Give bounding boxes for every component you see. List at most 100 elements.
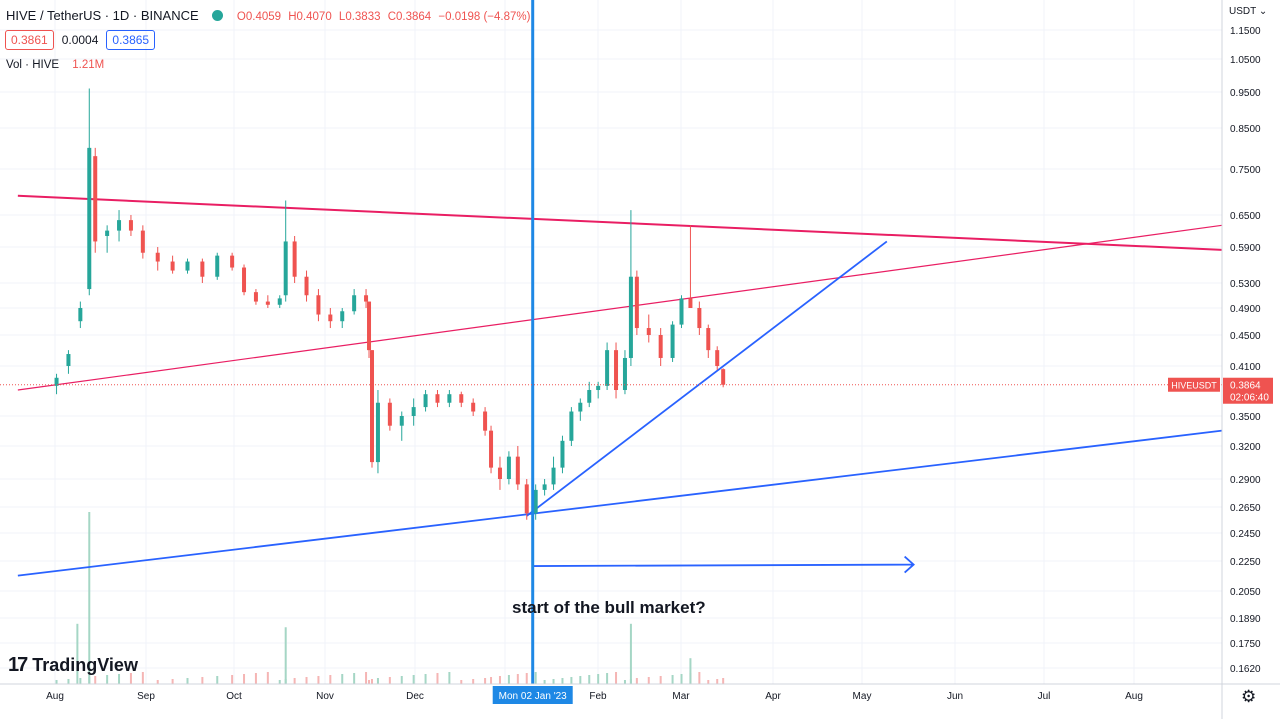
change-value: −0.0198 (−4.87%): [438, 11, 531, 23]
price-tick-label: 0.2250: [1230, 557, 1261, 568]
price-tick-label: 1.1500: [1230, 26, 1261, 37]
volume-bar: [129, 673, 132, 684]
candle-body: [497, 467, 502, 479]
candle-body: [185, 261, 190, 271]
volume-bar: [118, 674, 121, 684]
candle-body: [87, 147, 92, 290]
buy-price-button[interactable]: 0.3865: [106, 30, 156, 50]
time-tick-label: Mar: [672, 691, 690, 702]
candle-body: [560, 440, 565, 468]
trend-line-blue: [17, 429, 1223, 577]
time-tick-label: Jun: [947, 691, 963, 702]
currency-selector[interactable]: USDT ⌄: [1229, 6, 1267, 17]
volume-bar: [284, 627, 287, 684]
time-tick-label: Apr: [765, 691, 781, 702]
volume-value: 1.21M: [72, 59, 105, 71]
candle-body: [688, 298, 693, 308]
candle-body: [614, 350, 619, 391]
volume-bar: [588, 675, 591, 684]
volume-bar: [368, 680, 371, 684]
price-tick-label: 0.2050: [1230, 587, 1261, 598]
candle-body: [483, 411, 488, 431]
price-tick-label: 1.0500: [1230, 55, 1261, 66]
volume-bar: [55, 680, 58, 684]
volume-bar: [254, 673, 257, 684]
candle-body: [230, 255, 235, 268]
time-tick-label: Sep: [137, 691, 155, 702]
candle-body: [399, 416, 404, 426]
sell-price-button[interactable]: 0.3861: [5, 30, 54, 50]
volume-bar: [243, 674, 246, 684]
candle-body: [105, 230, 110, 236]
candle-body: [646, 328, 651, 335]
volume-bar: [561, 678, 564, 684]
gear-icon[interactable]: ⚙: [1241, 687, 1257, 706]
volume-bar: [278, 680, 281, 684]
volume-bar: [186, 678, 189, 684]
crosshair-time-box: [492, 686, 573, 704]
tradingview-logo[interactable]: 17 TradingView: [8, 654, 138, 677]
volume-bar: [266, 672, 269, 684]
candle-body: [200, 261, 205, 277]
candle-body: [706, 328, 711, 351]
last-price-value: 0.3864: [1230, 381, 1261, 392]
candle-body: [370, 350, 374, 463]
candlesticks: [54, 88, 726, 520]
arrow-line: [532, 563, 914, 567]
volume-legend[interactable]: Vol · HIVE 1.21M: [6, 59, 104, 71]
volume-bar: [647, 677, 650, 684]
price-tick-label: 0.4900: [1230, 304, 1261, 315]
volume-bar: [722, 678, 725, 684]
candle-body: [117, 220, 122, 231]
volume-bar: [88, 512, 91, 684]
price-tick-label: 0.4500: [1230, 331, 1261, 342]
price-tick-label: 0.2450: [1230, 529, 1261, 540]
price-tick-label: 0.3500: [1230, 412, 1261, 423]
candle-body: [715, 350, 720, 366]
volume-bar: [507, 675, 510, 684]
candle-body: [140, 230, 145, 253]
volume-bar: [341, 674, 344, 684]
price-tick-label: 0.8500: [1230, 124, 1261, 135]
candle-body: [471, 402, 476, 412]
trend-line-pink: [17, 224, 1223, 391]
price-tick-label: 0.2900: [1230, 475, 1261, 486]
time-tick-label: Aug: [1125, 691, 1143, 702]
candle-body: [578, 402, 583, 412]
candle-body: [328, 314, 333, 322]
candle-body: [515, 456, 520, 485]
price-tick-label: 0.7500: [1230, 165, 1261, 176]
volume-bar: [76, 623, 79, 684]
close-value: C0.3864: [387, 11, 432, 23]
price-tick-label: 0.2650: [1230, 503, 1261, 514]
low-value: L0.3833: [338, 11, 381, 23]
time-tick-label: Oct: [226, 691, 242, 702]
price-tick-label: 0.4100: [1230, 362, 1261, 373]
candle-body: [569, 411, 574, 441]
volume-bar: [365, 672, 368, 684]
chart-grid: [0, 0, 1222, 684]
symbol-title[interactable]: HIVE / TetherUS · 1D · BINANCE: [6, 8, 199, 23]
volume-bar: [516, 674, 519, 684]
price-tick-label: 0.5900: [1230, 243, 1261, 254]
volume-bar: [698, 672, 701, 684]
volume-bar: [216, 676, 219, 684]
candle-body: [697, 308, 702, 329]
market-status-icon: [212, 10, 224, 21]
candle-body: [542, 484, 547, 490]
volume-bar: [317, 676, 320, 684]
symbol-badge: [1168, 377, 1220, 392]
candle-body: [721, 369, 726, 385]
chart-overlay: [0, 0, 1222, 684]
candle-body: [459, 394, 464, 403]
candle-body: [66, 354, 71, 366]
volume-bar: [460, 680, 463, 684]
candle-body: [489, 430, 494, 468]
time-tick-label: Jul: [1038, 691, 1051, 702]
trend-line-pink: [17, 194, 1223, 251]
candle-body: [634, 276, 639, 329]
volume-bar: [671, 675, 674, 684]
price-tick-label: 0.9500: [1230, 88, 1261, 99]
volume-bar: [293, 678, 296, 684]
